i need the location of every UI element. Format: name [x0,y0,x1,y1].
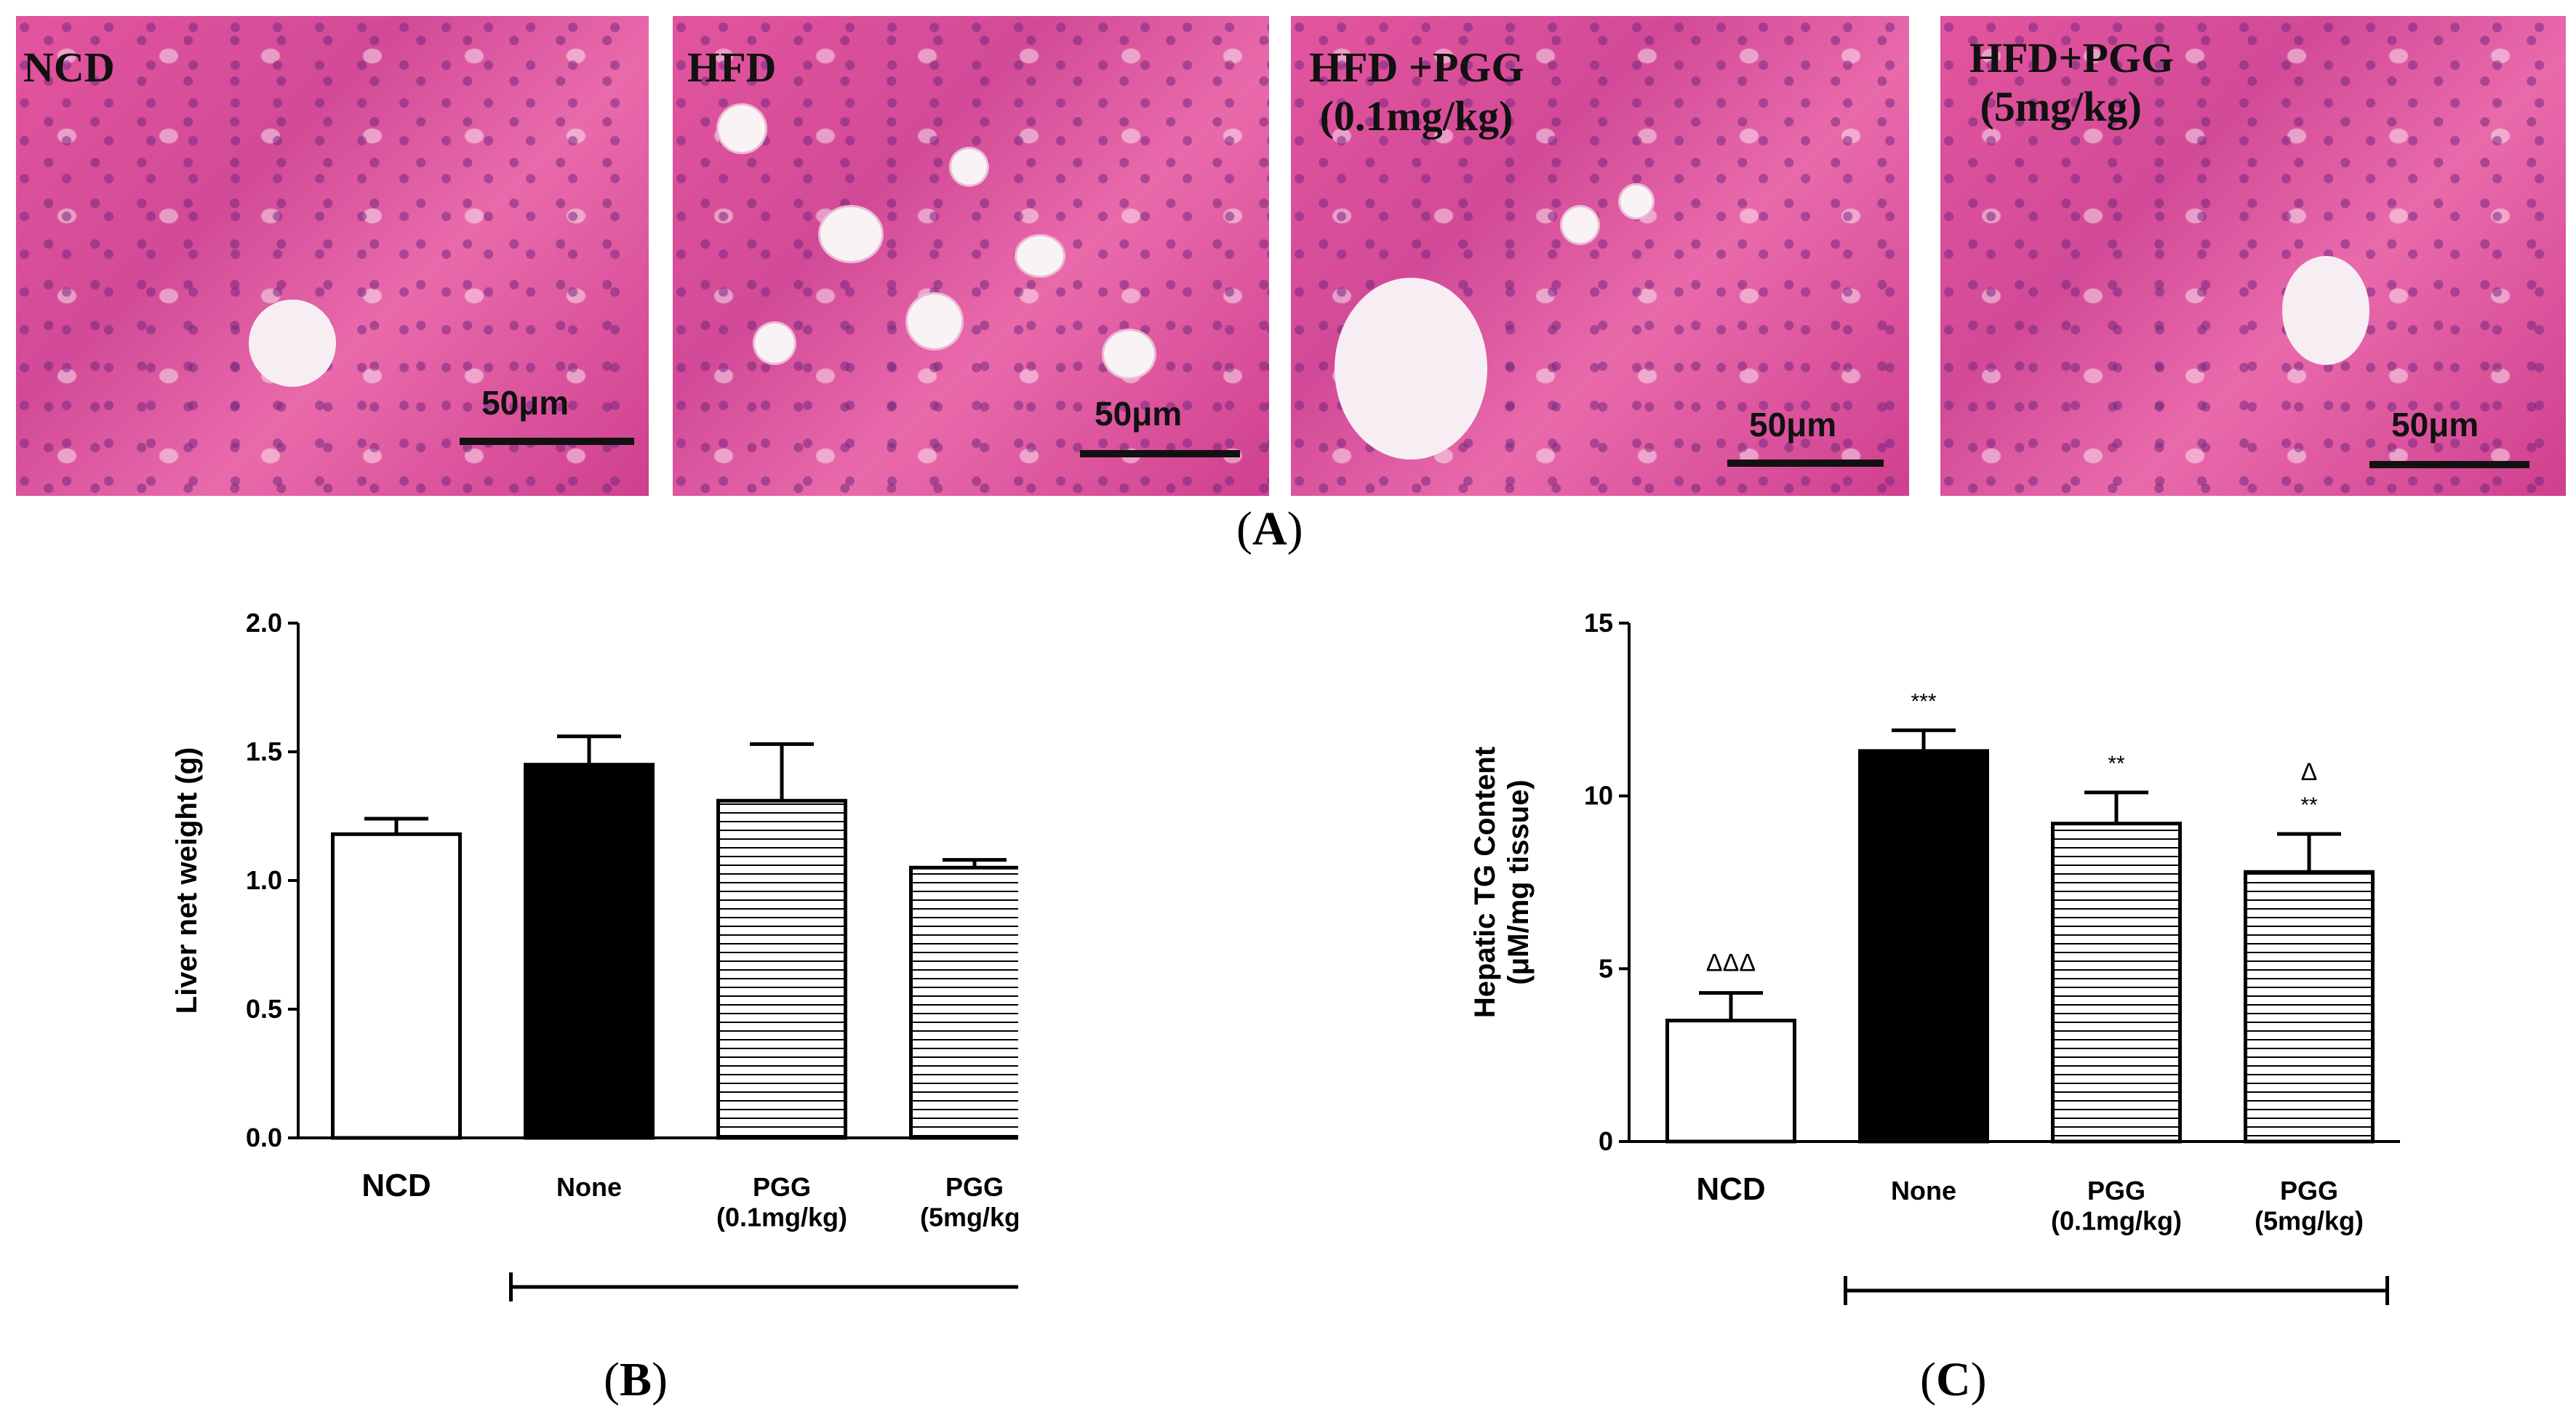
image-label: NCD [23,44,115,91]
bar [909,865,1018,1140]
x-tick-label: NCD [1696,1171,1765,1207]
bar [2051,822,2182,1144]
panel-a: NCD 50μm HFD 50μm HFD +PGG (0.1mg/kg) 50… [0,0,2576,567]
x-tick-label: PGG(5mg/kg) [920,1172,1018,1232]
panel-letter: C [1935,1353,1971,1406]
significance-marker: ΔΔΔ [1706,950,1756,977]
scale-bar-label: 50μm [2391,406,2479,444]
bar [1858,749,1989,1144]
chart-liver-weight: 0.0 0.5 1.0 1.5 2.0 Liver net weight (g) NCD No… [171,608,1018,1301]
y-tick-label: 5 [1599,953,1613,983]
x-tick-label: PGG (0.1mg/kg) [2051,1176,2182,1235]
bar [716,798,847,1140]
panel-letter: A [1252,502,1287,555]
image-label: HFD+PGG (5mg/kg) [1969,34,2175,130]
bar [1665,1019,1796,1144]
y-tick-label: 0 [1599,1126,1613,1156]
bar [331,832,462,1140]
y-tick-label: 1.0 [246,865,282,895]
histology-image-hfd: HFD 50μm [673,16,1269,496]
x-tick-label: PGG (0.1mg/kg) [716,1172,847,1232]
histology-image-ncd: NCD 50μm [16,16,649,496]
scale-bar-label: 50μm [1749,406,1837,444]
image-label: HFD [687,44,777,91]
histology-image-hfd-pgg-low: HFD +PGG (0.1mg/kg) 50μm [1291,16,1909,496]
panel-a-caption: (A) [1236,502,1303,555]
scale-bar-label: 50μm [481,384,569,422]
bar [2244,870,2375,1144]
y-axis-label: Liver net weight (g) [171,747,203,1014]
panel-letter: B [619,1353,652,1406]
y-axis-label: Hepatic TG Content(μM/mg tissue) [1469,747,1535,1018]
significance-marker: ** [2108,752,2125,776]
x-tick-label: NCD [361,1168,431,1203]
panel-c-caption: (C) [1920,1353,1987,1406]
x-tick-label: None [556,1172,622,1202]
significance-marker: *** [1911,689,1936,713]
scale-bar [1080,450,1240,457]
scale-bar [460,438,634,445]
scale-bar [2369,461,2529,468]
significance-marker: Δ [2301,758,2318,786]
y-tick-label: 0.0 [246,1123,282,1152]
scale-bar [1727,460,1884,467]
scale-bar-label: 50μm [1095,395,1183,433]
y-tick-label: 10 [1584,781,1613,811]
bar [524,763,655,1140]
x-tick-label: PGG(5mg/kg) [2255,1176,2364,1235]
x-tick-label: None [1891,1176,1956,1206]
y-tick-label: 0.5 [246,994,282,1024]
y-tick-label: 1.5 [246,737,282,766]
y-tick-label: 15 [1584,608,1613,638]
y-tick-label: 2.0 [246,608,282,638]
histology-image-hfd-pgg-high: HFD+PGG (5mg/kg) 50μm [1940,16,2566,496]
significance-marker: ** [2300,793,2318,817]
image-label: HFD +PGG (0.1mg/kg) [1309,44,1524,140]
panel-b-caption: (B) [604,1353,668,1406]
